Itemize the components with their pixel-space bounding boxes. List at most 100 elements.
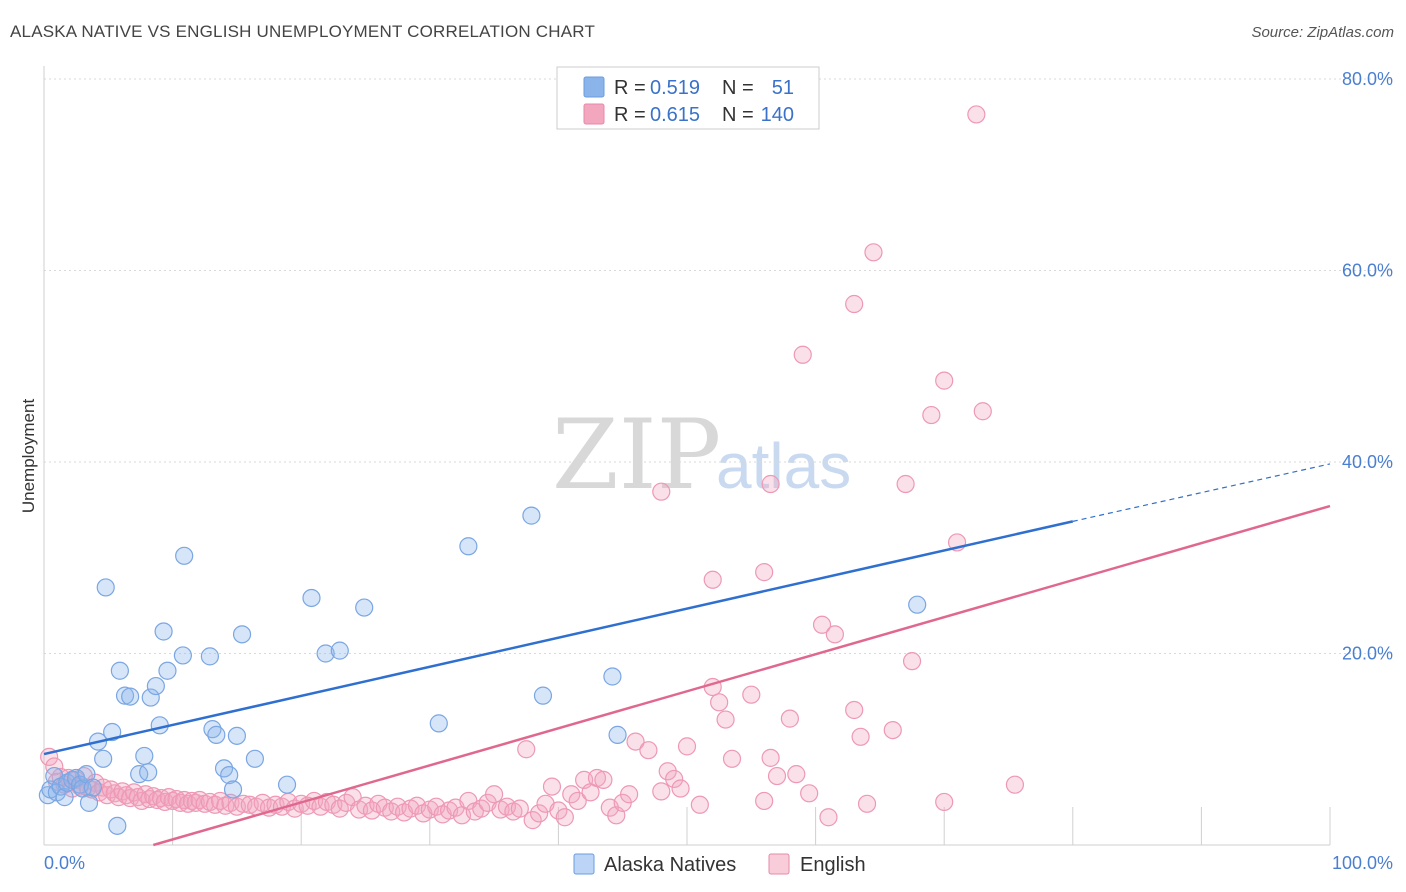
english-point-99 xyxy=(568,791,587,811)
english-point-113 xyxy=(671,779,690,798)
english-point-90 xyxy=(510,799,529,818)
alaska-natives-point-26 xyxy=(146,676,165,696)
english-point-133 xyxy=(1005,775,1025,794)
series-legend: Alaska Natives English xyxy=(573,853,866,876)
legend-swatch-alaska-natives xyxy=(583,76,605,98)
alaska-natives-point-30 xyxy=(173,646,192,665)
alaska-natives-point-15 xyxy=(94,749,113,768)
english-point-86 xyxy=(485,785,504,804)
english-point-125 xyxy=(800,784,819,803)
english-point-149 xyxy=(761,474,780,494)
alaska-natives-point-29 xyxy=(158,661,177,680)
english-point-102 xyxy=(587,768,607,788)
alaska-natives-point-18 xyxy=(108,816,127,835)
trend-line-alaska-natives xyxy=(43,520,1074,756)
series-english-points xyxy=(40,105,1025,830)
english-point-128 xyxy=(845,700,864,720)
alaska-natives-point-25 xyxy=(141,688,160,707)
alaska-natives-point-17 xyxy=(103,722,122,742)
english-point-118 xyxy=(716,710,735,729)
english-point-112 xyxy=(665,769,684,789)
english-point-139 xyxy=(935,371,954,390)
bottom-legend-alaska-natives: Alaska Natives xyxy=(604,854,736,876)
english-point-145 xyxy=(973,402,992,421)
alaska-natives-point-22 xyxy=(130,765,149,784)
english-point-98 xyxy=(562,785,581,804)
chart-title: ALASKA NATIVE VS ENGLISH UNEMPLOYMENT CO… xyxy=(10,22,596,41)
english-point-119 xyxy=(722,749,742,768)
alaska-natives-point-24 xyxy=(139,763,158,782)
english-point-124 xyxy=(787,765,806,784)
english-point-107 xyxy=(620,785,639,804)
english-point-142 xyxy=(864,243,883,262)
legend-r-value-1: 0.519 xyxy=(650,77,700,99)
trend-lines xyxy=(43,463,1331,847)
watermark-zip: ZIP xyxy=(552,399,721,511)
y-tick-label-3: 80.0% xyxy=(1342,69,1393,89)
y-tick-label-0: 20.0% xyxy=(1342,644,1393,664)
alaska-natives-point-49 xyxy=(533,686,553,705)
english-point-144 xyxy=(793,345,812,364)
x-tick-label-0: 0.0% xyxy=(44,853,85,873)
english-point-127 xyxy=(825,625,844,644)
english-point-92 xyxy=(523,811,542,830)
legend-r-value-2: 0.615 xyxy=(650,104,700,126)
bottom-legend-swatch-english xyxy=(768,853,790,875)
english-point-140 xyxy=(922,405,941,425)
english-point-135 xyxy=(755,791,774,811)
alaska-natives-point-38 xyxy=(227,726,246,745)
bottom-legend-english: English xyxy=(800,854,866,876)
english-point-148 xyxy=(652,482,671,501)
alaska-natives-point-23 xyxy=(135,746,154,766)
alaska-natives-point-52 xyxy=(908,595,927,614)
english-point-115 xyxy=(690,795,709,814)
alaska-natives-point-32 xyxy=(200,647,219,666)
alaska-natives-point-41 xyxy=(277,775,297,794)
english-point-136 xyxy=(857,794,877,813)
series-alaska-natives-points xyxy=(38,506,927,835)
chart-source: Source: ZipAtlas.com xyxy=(1251,24,1394,41)
english-point-147 xyxy=(703,570,722,589)
english-point-110 xyxy=(652,782,671,801)
alaska-natives-point-31 xyxy=(175,546,194,565)
alaska-natives-point-19 xyxy=(110,661,129,680)
alaska-natives-point-45 xyxy=(355,598,374,617)
english-point-126 xyxy=(812,615,832,634)
english-point-108 xyxy=(626,732,645,751)
trend-line-english xyxy=(152,504,1331,847)
y-tick-label-2: 60.0% xyxy=(1342,261,1393,281)
alaska-natives-point-5 xyxy=(55,788,74,807)
bottom-legend-swatch-alaska-natives xyxy=(573,853,595,875)
legend-n-label-2: N = xyxy=(722,104,754,126)
english-point-97 xyxy=(555,808,574,827)
x-tick-label-1: 100.0% xyxy=(1332,853,1393,873)
correlation-legend: R = 0.519 N = 51 R = 0.615 N = 140 xyxy=(556,66,820,130)
alaska-natives-point-28 xyxy=(154,622,173,641)
legend-r-label-2: R = xyxy=(614,104,646,126)
trend-line-alaska-natives-extension xyxy=(1072,463,1331,522)
watermark-atlas: atlas xyxy=(716,430,851,502)
alaska-natives-point-47 xyxy=(459,537,478,556)
grid-lines xyxy=(44,78,1394,654)
english-point-123 xyxy=(780,709,799,728)
english-point-141 xyxy=(896,474,915,494)
alaska-natives-point-46 xyxy=(429,714,448,733)
alaska-natives-point-37 xyxy=(223,780,243,799)
alaska-natives-point-39 xyxy=(232,625,252,644)
english-point-1 xyxy=(45,757,64,776)
alaska-natives-point-34 xyxy=(207,725,226,744)
alaska-natives-point-20 xyxy=(115,686,135,705)
y-tick-label-1: 40.0% xyxy=(1342,452,1393,472)
english-point-95 xyxy=(542,777,562,796)
legend-r-label-1: R = xyxy=(614,77,646,99)
x-tick-labels: 0.0% 100.0% xyxy=(44,853,1393,873)
alaska-natives-point-50 xyxy=(603,667,622,686)
english-point-91 xyxy=(517,740,536,759)
alaska-natives-point-36 xyxy=(220,766,239,785)
legend-swatch-english xyxy=(583,103,605,125)
english-point-134 xyxy=(819,808,838,827)
alaska-natives-point-48 xyxy=(522,506,541,525)
y-tick-labels: 20.0% 40.0% 60.0% 80.0% xyxy=(1342,69,1393,664)
english-point-129 xyxy=(851,727,870,746)
